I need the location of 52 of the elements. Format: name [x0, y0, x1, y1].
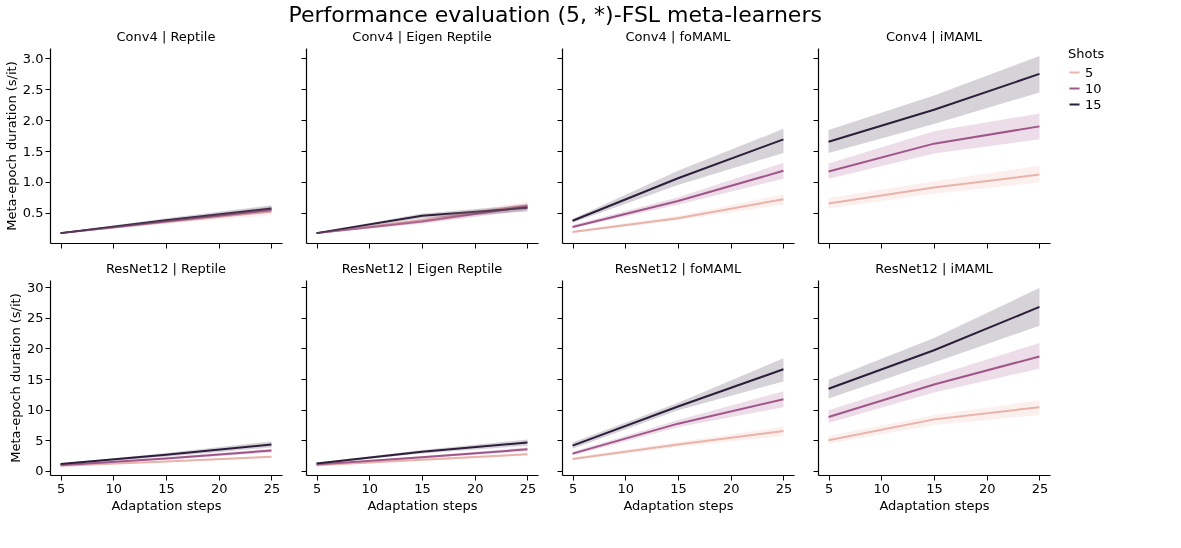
y-tick-label: 25: [26, 310, 44, 326]
y-tick-label: 2.0: [22, 112, 44, 128]
legend-label: 15: [1085, 96, 1102, 112]
x-tick-label: 25: [1031, 480, 1049, 496]
y-tick-label: 30: [26, 279, 44, 295]
x-tick-label: 15: [158, 480, 175, 496]
chart-title: ResNet12 | Reptile: [105, 261, 227, 276]
chart-title: ResNet12 | foMAML: [614, 261, 742, 276]
x-tick-label: 25: [519, 480, 537, 496]
x-axis-title: Adaptation steps: [111, 497, 222, 513]
y-tick-label: 1.5: [22, 143, 44, 159]
chart-title: ResNet12 | iMAML: [875, 261, 994, 276]
x-tick-label: 15: [670, 480, 687, 496]
chart-title: Conv4 | Reptile: [116, 29, 216, 44]
legend-label: 10: [1085, 80, 1102, 96]
x-tick-label: 5: [312, 480, 322, 496]
x-tick-label: 15: [414, 480, 431, 496]
x-axis-title: Adaptation steps: [367, 497, 478, 513]
y-tick-label: 1.0: [22, 174, 44, 190]
x-axis-title: Adaptation steps: [879, 497, 990, 513]
y-tick-label: 0.5: [22, 205, 44, 221]
x-tick-label: 10: [361, 480, 379, 496]
x-tick-label: 5: [824, 480, 834, 496]
x-tick-label: 20: [978, 480, 996, 496]
legend-title: Shots: [1068, 46, 1105, 61]
y-tick-label: 2.5: [22, 81, 44, 97]
x-tick-label: 20: [210, 480, 228, 496]
x-axis-title: Adaptation steps: [623, 497, 734, 513]
y-tick-label: 20: [26, 340, 44, 356]
x-tick-label: 5: [568, 480, 578, 496]
y-axis-title: Meta-epoch duration (s/it): [7, 293, 23, 463]
x-tick-label: 10: [617, 480, 635, 496]
y-axis-title: Meta-epoch duration (s/it): [3, 61, 19, 231]
chart-title: ResNet12 | Eigen Reptile: [341, 261, 503, 276]
x-tick-label: 5: [56, 480, 66, 496]
x-tick-label: 10: [105, 480, 123, 496]
x-tick-label: 20: [466, 480, 484, 496]
text: Performance evaluation (5, *)-FSL meta-learners: [288, 2, 822, 27]
legend-label: 5: [1085, 64, 1094, 80]
chart-title: Conv4 | iMAML: [885, 29, 983, 44]
y-tick-label: 0: [35, 463, 44, 479]
y-tick-label: 15: [26, 371, 44, 387]
x-tick-label: 10: [873, 480, 891, 496]
chart-title: Conv4 | Eigen Reptile: [352, 29, 492, 44]
x-tick-label: 25: [775, 480, 793, 496]
y-tick-label: 10: [26, 402, 44, 418]
y-tick-label: 5: [35, 432, 44, 448]
x-tick-label: 25: [263, 480, 281, 496]
chart-title: Conv4 | foMAML: [625, 29, 732, 44]
x-tick-label: 15: [926, 480, 943, 496]
y-tick-label: 3.0: [22, 50, 44, 66]
x-tick-label: 20: [722, 480, 740, 496]
